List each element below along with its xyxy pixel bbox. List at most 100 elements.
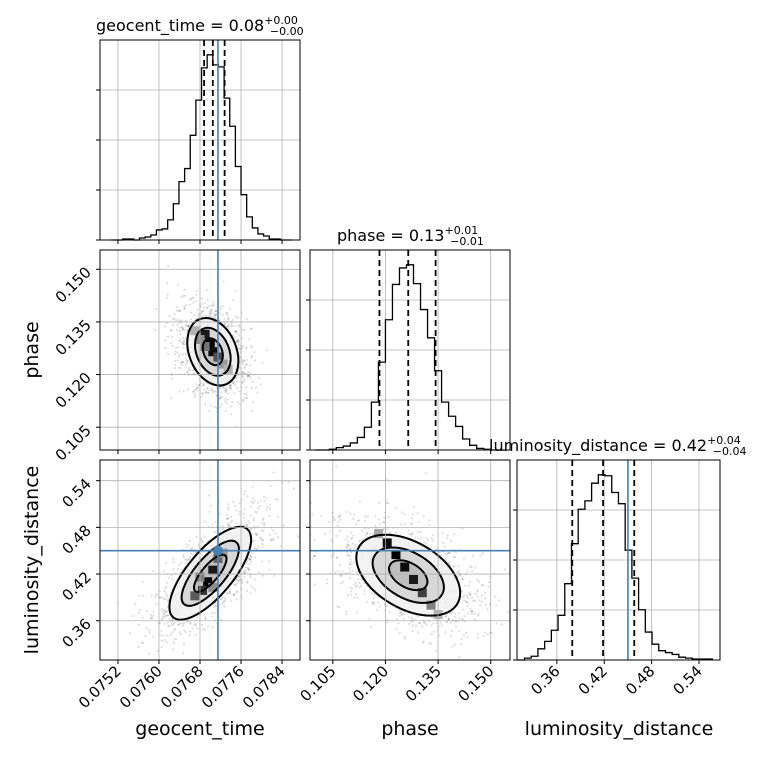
scatter-point <box>183 288 186 291</box>
scatter-point <box>424 622 427 625</box>
scatter-point <box>329 530 332 533</box>
scatter-point <box>237 344 240 347</box>
scatter-point <box>428 641 431 644</box>
y-tick-label: 0.150 <box>52 263 95 306</box>
scatter-point <box>250 505 253 508</box>
scatter-point <box>232 593 235 596</box>
scatter-point <box>222 600 225 603</box>
scatter-point <box>179 632 183 636</box>
scatter-point <box>245 363 248 366</box>
x-tick-label: 0.0776 <box>198 662 248 712</box>
scatter-point <box>336 524 339 528</box>
scatter-point <box>247 567 250 570</box>
scatter-point <box>147 652 150 655</box>
scatter-point <box>351 587 354 590</box>
scatter-point <box>248 522 251 525</box>
scatter-point <box>236 332 239 335</box>
scatter-point <box>469 580 472 583</box>
scatter-point <box>171 578 174 581</box>
scatter-point <box>476 595 479 598</box>
scatter-point <box>313 583 316 586</box>
contour-line-middle <box>371 546 445 604</box>
scatter-point <box>227 317 230 320</box>
density-cell <box>391 550 401 560</box>
scatter-point <box>386 527 389 530</box>
scatter-point <box>215 317 218 320</box>
contour-line-outer <box>168 525 253 621</box>
scatter-point <box>263 522 266 525</box>
title-sup: +0.01 <box>444 224 478 237</box>
scatter-point <box>453 643 457 646</box>
scatter-point <box>466 570 469 573</box>
scatter-point <box>445 615 448 618</box>
scatter-point <box>166 621 169 624</box>
scatter-point <box>348 545 351 548</box>
scatter-point <box>231 381 234 384</box>
hist-frame-geocent_time <box>99 39 301 241</box>
scatter-point <box>182 652 185 655</box>
scatter-point <box>277 515 280 519</box>
scatter-point <box>234 330 237 333</box>
scatter-point <box>225 401 228 405</box>
scatter-point <box>349 512 352 515</box>
scatter-point <box>234 314 237 317</box>
scatter-point <box>165 585 168 588</box>
scatter-point <box>247 374 250 377</box>
scatter-point <box>163 614 166 618</box>
scatter-point <box>233 584 236 587</box>
scatter-point <box>372 603 375 606</box>
scatter-point <box>229 413 233 416</box>
scatter-point <box>473 618 477 621</box>
scatter-point <box>241 328 244 331</box>
scatter-point <box>214 603 217 606</box>
scatter-point <box>185 362 188 365</box>
scatter-point <box>258 504 261 508</box>
scatter-point <box>262 517 265 520</box>
scatter-point <box>225 388 228 391</box>
scatter-point <box>470 609 473 613</box>
scatter-point <box>212 301 215 304</box>
scatter-point <box>138 609 141 612</box>
scatter-point <box>469 565 472 568</box>
scatter-point <box>241 399 245 403</box>
scatter-point <box>252 502 255 505</box>
scatter-point <box>349 586 352 589</box>
scatter-point <box>182 622 186 625</box>
scatter-point <box>479 603 482 607</box>
scatter-point <box>429 642 432 646</box>
scatter-point <box>313 538 316 541</box>
scatter-point <box>197 543 200 546</box>
scatter-point <box>454 612 457 615</box>
scatter-point <box>171 335 174 338</box>
scatter-point <box>397 622 400 625</box>
scatter-point <box>238 502 241 505</box>
scatter-point <box>350 590 353 593</box>
contour-line-inner <box>388 559 429 592</box>
scatter-point <box>382 528 385 531</box>
scatter-point <box>261 522 264 525</box>
scatter-point <box>238 347 241 350</box>
scatter-point <box>188 539 191 542</box>
scatter-point <box>192 553 195 556</box>
scatter-point <box>189 630 192 633</box>
density-cell <box>205 338 215 348</box>
scatter-point <box>248 338 251 341</box>
scatter-point <box>335 534 338 538</box>
scatter-point <box>402 617 405 620</box>
scatter-point <box>181 364 184 367</box>
scatter-point <box>166 595 169 598</box>
scatter-point <box>452 565 455 568</box>
scatter-point <box>181 329 184 332</box>
scatter-point <box>265 349 268 352</box>
scatter-point <box>445 558 448 562</box>
scatter-point <box>189 369 192 372</box>
scatter-point <box>407 529 410 532</box>
scatter-point <box>182 336 185 339</box>
scatter-point <box>160 646 163 649</box>
scatter-point <box>177 345 180 349</box>
scatter-point <box>195 293 198 296</box>
scatter-point <box>357 519 360 522</box>
scatter-point <box>165 598 168 601</box>
scatter-point <box>243 365 246 368</box>
scatter-point <box>358 540 361 543</box>
